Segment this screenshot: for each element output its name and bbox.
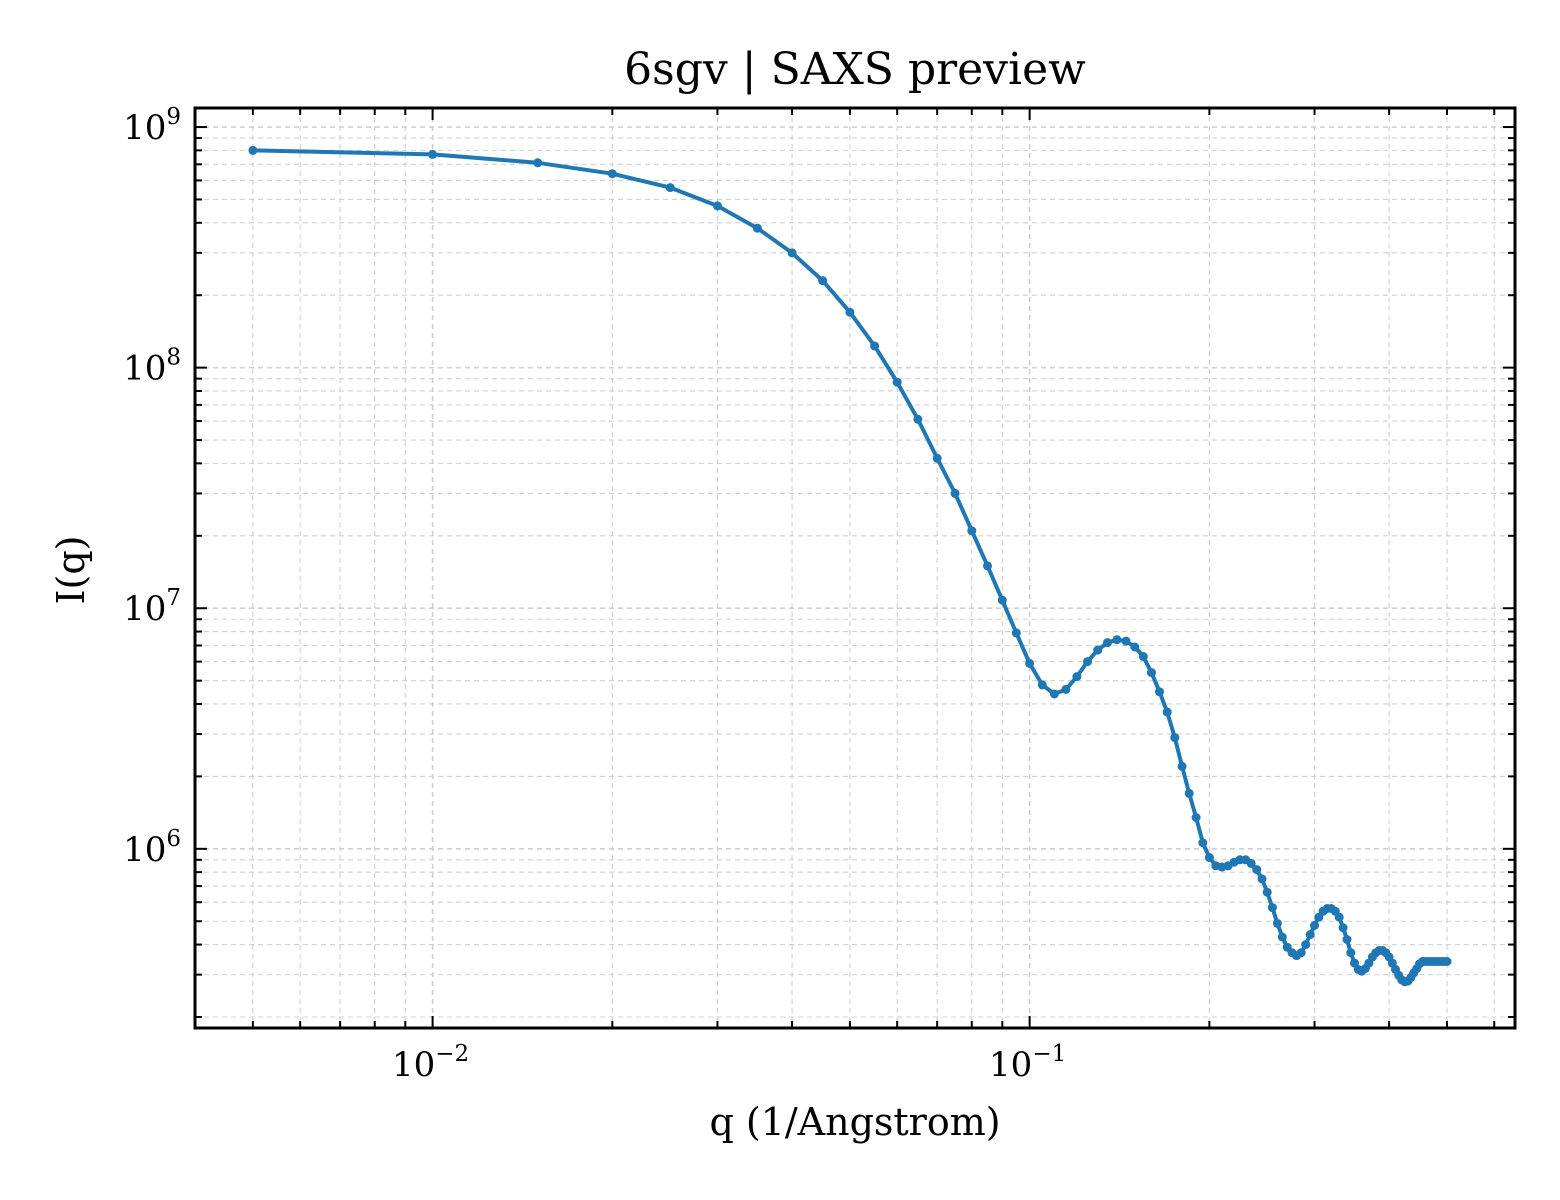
data-point <box>913 414 923 424</box>
data-point <box>1093 645 1103 655</box>
data-point <box>892 377 902 387</box>
data-point <box>1267 903 1277 913</box>
data-point <box>1103 638 1112 648</box>
data-point <box>1130 642 1140 652</box>
chart-title: 6sgv | SAXS preview <box>624 44 1086 95</box>
data-point <box>1049 689 1059 699</box>
x-axis-label: q (1/Angstrom) <box>709 1100 1000 1144</box>
data-point <box>967 526 977 536</box>
data-point <box>1162 707 1172 717</box>
data-point <box>1061 684 1071 694</box>
data-point <box>533 158 543 168</box>
data-point <box>1246 858 1256 868</box>
data-point <box>1252 865 1262 875</box>
data-point <box>932 453 942 463</box>
data-point <box>607 169 617 179</box>
y-tick-label: 107 <box>123 585 181 629</box>
data-point <box>1204 853 1214 862</box>
data-point <box>1277 932 1287 942</box>
data-point <box>983 561 992 571</box>
data-series <box>248 145 1452 987</box>
data-point <box>997 595 1007 605</box>
data-point <box>1272 918 1282 928</box>
data-point <box>1301 940 1311 950</box>
data-point <box>845 307 855 317</box>
plot-frame <box>193 106 1517 1030</box>
data-point <box>752 223 762 233</box>
data-point <box>818 276 828 286</box>
data-point <box>1442 957 1452 966</box>
data-point <box>1334 912 1344 922</box>
y-axis-label: I(q) <box>49 536 93 605</box>
data-point <box>1112 635 1122 645</box>
data-point <box>1262 887 1272 897</box>
data-point <box>1338 923 1348 933</box>
y-tick-label: 106 <box>123 826 181 870</box>
tick-labels: 10−2 10−1 106 107 108 109 <box>123 104 1066 1085</box>
x-tick-label: 10−1 <box>989 1041 1066 1085</box>
data-point <box>1191 813 1201 822</box>
data-point <box>1296 948 1306 958</box>
data-point <box>1184 788 1194 798</box>
data-point <box>1072 672 1082 682</box>
data-point <box>1257 874 1267 884</box>
data-point <box>1346 948 1356 958</box>
data-point <box>1011 628 1021 638</box>
grid-lines <box>194 108 1515 1028</box>
x-tick-label: 10−2 <box>392 1041 469 1085</box>
data-point <box>1342 935 1352 944</box>
data-point <box>1155 687 1164 697</box>
data-point <box>713 201 722 211</box>
data-point <box>1147 668 1156 678</box>
data-point <box>248 145 258 155</box>
data-point <box>1305 930 1315 940</box>
data-point <box>1310 921 1319 930</box>
data-point <box>787 248 797 258</box>
y-tick-label: 109 <box>123 104 181 148</box>
data-point <box>665 183 675 193</box>
data-point <box>1198 838 1208 848</box>
data-point <box>428 149 438 159</box>
data-point <box>1083 657 1092 667</box>
data-point <box>1121 636 1131 646</box>
data-point <box>870 341 880 351</box>
data-point <box>1138 652 1148 661</box>
y-tick-label: 108 <box>123 345 181 389</box>
data-point <box>1177 761 1187 771</box>
data-point <box>1037 680 1047 690</box>
data-point <box>950 488 960 498</box>
data-point <box>1170 733 1180 743</box>
data-point <box>1025 658 1035 668</box>
